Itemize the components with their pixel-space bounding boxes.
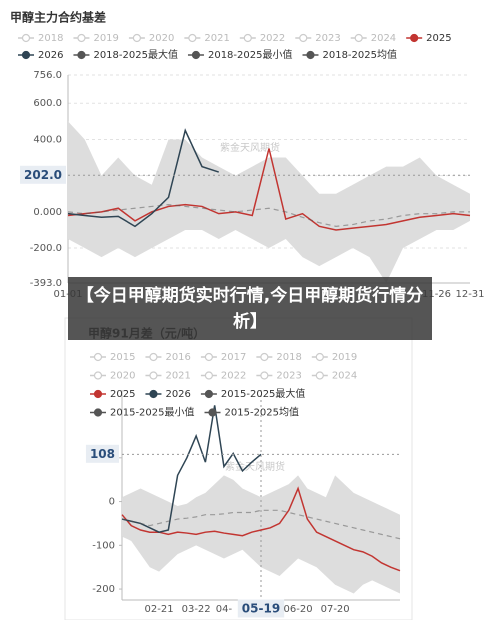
y-tick-label: 0 [109,497,115,508]
legend-dot [149,352,158,362]
legend-label: 2024 [332,371,357,382]
range-band [122,475,400,594]
x-tick-label: 06-20 [284,604,313,615]
legend-dot [204,371,214,380]
x-tick-label: 04- [216,604,233,615]
y-tick-label: 0.000 [33,207,62,218]
legend-label: 2024 [371,33,396,44]
legend-dot [93,352,103,362]
legend-label: 2021 [204,33,229,44]
legend-dot [315,371,324,380]
legend-dot [315,352,324,362]
legend-label: 2017 [221,352,246,363]
legend-label: 2025 [426,33,451,44]
legend-label: 2016 [165,352,190,363]
legend-dot [93,389,103,399]
y-tick-label: -100 [92,540,115,551]
x-tick-label: 12-31 [455,289,484,300]
x-tick-label: 02-21 [145,604,174,615]
legend-label: 2022 [221,371,246,382]
legend-dot [93,408,103,417]
range-band [68,121,470,284]
series-line [67,128,219,228]
legend-dot [21,33,31,43]
series-line [121,509,401,540]
legend-dot [204,389,214,399]
legend-dot [204,352,214,362]
x-tick-label: 03-22 [182,604,211,615]
y-crosshair-label: 202.0 [24,168,62,182]
legend-dot [260,352,269,362]
legend-label: 2018-2025最大值 [93,48,178,61]
legend-label: 2015-2025最小值 [110,406,195,419]
legend-label: 2023 [276,371,301,382]
legend-label: 2018-2025均值 [322,48,397,61]
legend-dot [132,33,142,43]
legend-label: 2019 [93,33,118,44]
legend-label: 2021 [165,371,190,382]
legend-dot [188,33,197,43]
watermark: 紫金天风期货 [220,141,280,154]
legend-label: 2020 [149,33,174,44]
y-tick-label: -200 [92,584,115,595]
y-tick-label: 756.0 [33,70,62,81]
legend-label: 2026 [38,50,63,61]
series-line [67,204,470,227]
legend-label: 2025 [110,389,135,400]
legend-dot [243,33,252,43]
legend-label: 2026 [165,389,190,400]
legend-dot [410,33,419,43]
legend-dot [149,371,158,380]
x-crosshair-label: 05-19 [242,602,280,616]
legend-dot [191,50,201,60]
series-line [67,148,471,231]
legend-label: 2022 [260,33,285,44]
legend-dot [77,33,86,43]
legend-dot [77,50,86,60]
legend-dot [299,33,308,43]
legend-label: 2019 [332,352,357,363]
x-tick-label: 11-26 [422,289,451,300]
series-line [121,405,262,533]
legend-label: 2018 [38,33,63,44]
legend-label: 2015-2025均值 [225,406,300,419]
y-tick-label: -393.0 [30,278,62,289]
legend-dot [149,389,158,399]
legend-label: 2015 [110,352,135,363]
watermark: 紫金天风期货 [225,460,285,473]
x-crosshair-box [237,599,285,618]
legend-label: 2018-2025最小值 [208,48,293,61]
legend-dot [21,50,31,60]
y-crosshair-box [85,444,119,463]
legend-label: 2018 [276,352,301,363]
x-tick-label: 07-20 [321,604,350,615]
y-tick-label: 600.0 [33,98,62,109]
legend-label: 2020 [110,371,135,382]
legend-label: 2023 [315,33,340,44]
y-tick-label: -200.0 [30,243,62,254]
y-crosshair-label: 108 [90,447,115,461]
y-tick-label: 400.0 [33,134,62,145]
legend-dot [93,371,103,380]
y-crosshair-box [20,165,66,184]
legend-label: 2015-2025最大值 [221,387,306,400]
series-line [121,486,401,572]
legend-dot [306,50,315,60]
overlay-title: 【今日甲醇期货实时行情,今日甲醇期货行情分析】 [68,277,432,340]
legend-dot [208,408,217,417]
legend-dot [354,33,363,43]
legend-dot [260,371,269,380]
chart-title: 甲醇主力合约基差 [10,10,106,25]
